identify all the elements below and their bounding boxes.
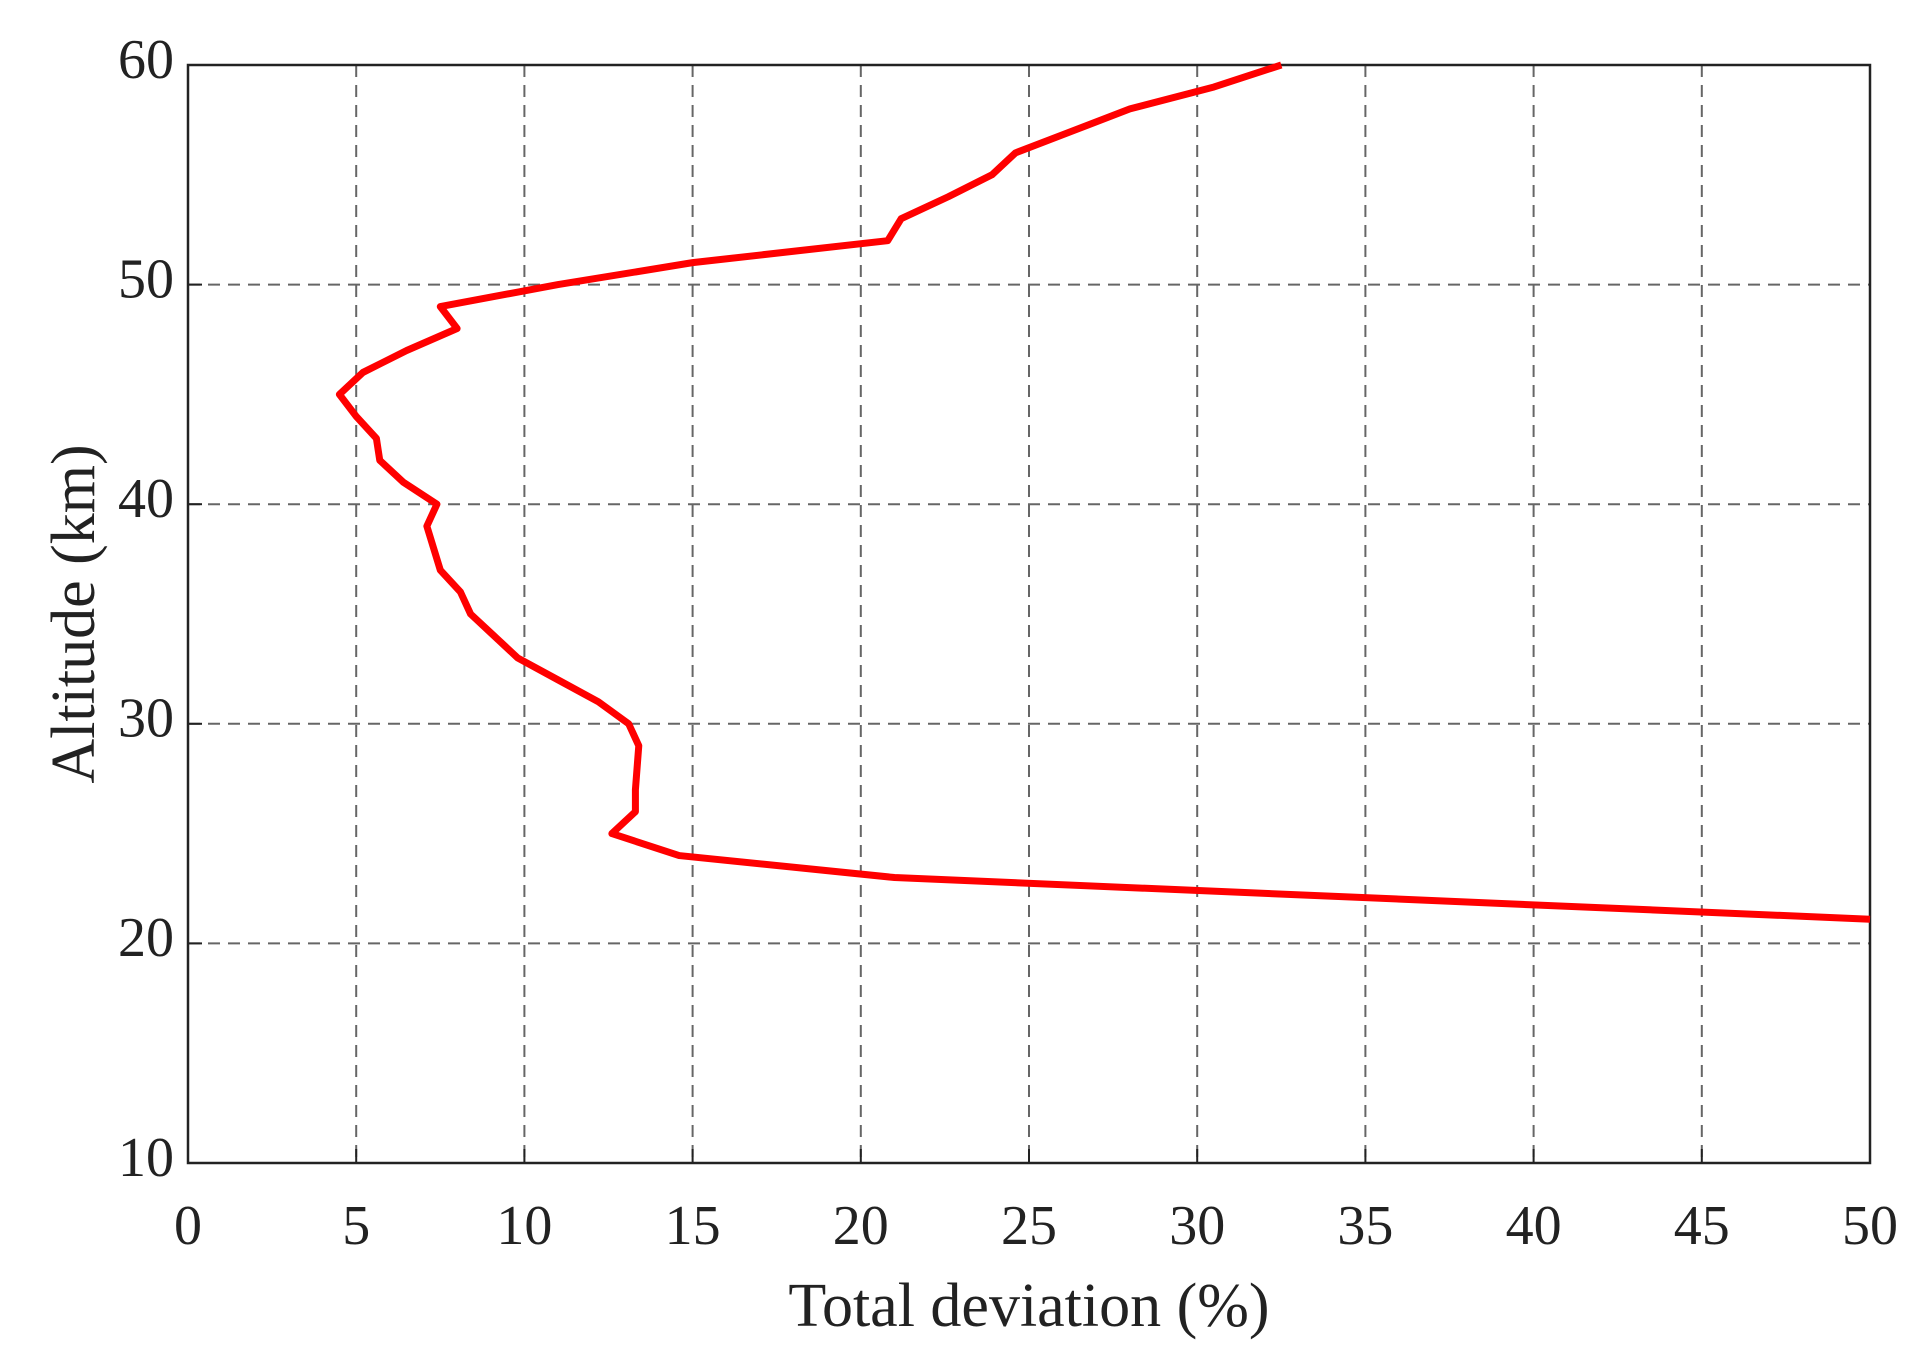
- x-tick-label: 25: [1001, 1195, 1057, 1257]
- y-tick-label: 40: [118, 468, 174, 530]
- y-tick-label: 30: [118, 688, 174, 750]
- y-tick-label: 10: [118, 1127, 174, 1189]
- x-tick-label: 35: [1337, 1195, 1393, 1257]
- x-tick-label: 5: [342, 1195, 370, 1257]
- y-axis-label: Altitude (km): [40, 444, 108, 783]
- x-tick-label: 30: [1169, 1195, 1225, 1257]
- y-tick-label: 50: [118, 248, 174, 310]
- x-tick-label: 45: [1674, 1195, 1730, 1257]
- x-tick-label: 40: [1506, 1195, 1562, 1257]
- y-tick-label: 20: [118, 907, 174, 969]
- x-tick-label: 0: [174, 1195, 202, 1257]
- x-tick-label: 15: [665, 1195, 721, 1257]
- x-axis-label: Total deviation (%): [788, 1272, 1269, 1340]
- x-tick-label: 10: [496, 1195, 552, 1257]
- x-tick-label: 20: [833, 1195, 889, 1257]
- data-line: [335, 61, 1871, 923]
- y-tick-label: 60: [118, 29, 174, 91]
- plot-frame: [186, 63, 1872, 1165]
- x-tick-label: 50: [1842, 1195, 1898, 1257]
